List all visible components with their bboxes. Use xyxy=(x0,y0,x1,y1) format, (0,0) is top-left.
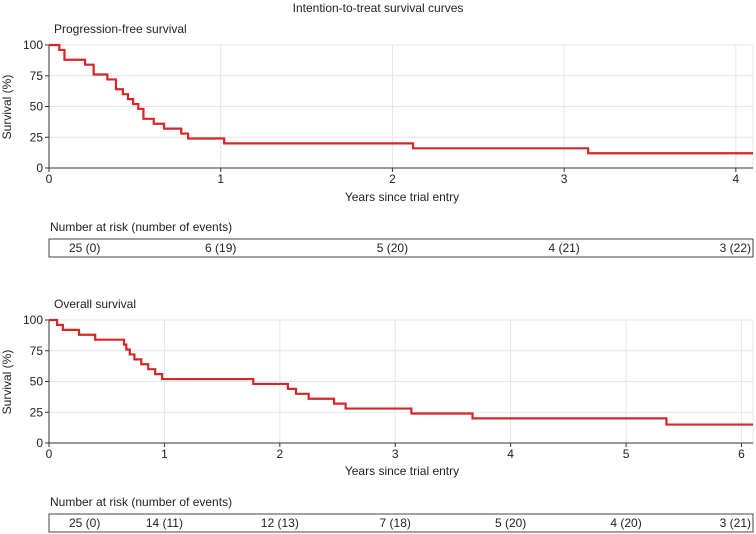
os-x-tick-label: 3 xyxy=(392,447,399,461)
pfs-risk-count: 3 (22) xyxy=(720,241,751,255)
os-x-tick-label: 2 xyxy=(276,447,283,461)
os-y-axis-label: Survival (%) xyxy=(0,350,14,415)
pfs-curve xyxy=(49,43,753,155)
os-grid xyxy=(48,319,753,444)
os-survival-line xyxy=(49,318,753,426)
os-x-tick-label: 0 xyxy=(46,447,53,461)
pfs-risk-table-title: Number at risk (number of events) xyxy=(50,220,232,234)
pfs-axes: 0 25 50 75 100 0 1 2 3 4 xyxy=(23,38,753,186)
pfs-panel: Progression-free survival 0 25 50 75 100 0 1 2 3… xyxy=(0,22,754,258)
pfs-y-tick-label: 25 xyxy=(30,130,44,144)
pfs-x-axis-label: Years since trial entry xyxy=(345,190,459,204)
os-title: Overall survival xyxy=(54,297,136,311)
pfs-risk-count: 4 (21) xyxy=(548,241,579,255)
pfs-grid xyxy=(48,44,753,169)
os-x-tick-label: 6 xyxy=(738,447,745,461)
os-risk-count: 25 (0) xyxy=(69,516,100,530)
pfs-y-tick-label: 100 xyxy=(23,38,43,52)
os-panel: Overall survival 0 25 50 75 100 0 1 2 3 4 5 6 Years… xyxy=(0,297,754,533)
os-axes: 0 25 50 75 100 0 1 2 3 4 5 6 xyxy=(23,313,753,461)
os-risk-count: 12 (13) xyxy=(261,516,299,530)
os-risk-count: 3 (21) xyxy=(720,516,751,530)
os-y-tick-label: 0 xyxy=(36,436,43,450)
os-x-tick-label: 5 xyxy=(623,447,630,461)
pfs-risk-count: 6 (19) xyxy=(205,241,236,255)
os-risk-table: 25 (0) 14 (11) 12 (13) 7 (18) 5 (20) 4 (20) 3 … xyxy=(69,516,751,530)
pfs-x-tick-label: 2 xyxy=(389,172,396,186)
os-risk-count: 4 (20) xyxy=(610,516,641,530)
pfs-y-tick-label: 75 xyxy=(30,69,44,83)
pfs-y-axis-label: Survival (%) xyxy=(0,75,14,140)
pfs-x-tick-label: 3 xyxy=(561,172,568,186)
os-risk-count: 7 (18) xyxy=(380,516,411,530)
os-x-tick-label: 4 xyxy=(507,447,514,461)
pfs-y-tick-label: 50 xyxy=(30,100,44,114)
pfs-title: Progression-free survival xyxy=(54,22,187,36)
pfs-survival-line xyxy=(49,43,753,155)
os-risk-table-box xyxy=(48,513,754,533)
os-y-tick-label: 75 xyxy=(30,344,44,358)
pfs-risk-table-box xyxy=(48,238,754,258)
pfs-risk-table: 25 (0) 6 (19) 5 (20) 4 (21) 3 (22) xyxy=(69,241,751,255)
os-x-tick-label: 1 xyxy=(161,447,168,461)
pfs-y-tick-label: 0 xyxy=(36,161,43,175)
pfs-risk-count: 25 (0) xyxy=(69,241,100,255)
pfs-x-tick-label: 0 xyxy=(46,172,53,186)
os-risk-count: 14 (11) xyxy=(146,516,183,530)
os-curve xyxy=(49,318,753,426)
pfs-risk-count: 5 (20) xyxy=(377,241,408,255)
os-y-tick-label: 50 xyxy=(30,375,44,389)
pfs-x-tick-label: 4 xyxy=(732,172,739,186)
os-x-axis-label: Years since trial entry xyxy=(345,464,459,478)
figure-title: Intention-to-treat survival curves xyxy=(293,1,464,15)
os-risk-count: 5 (20) xyxy=(495,516,526,530)
os-risk-table-title: Number at risk (number of events) xyxy=(50,495,232,509)
os-y-tick-label: 25 xyxy=(30,405,44,419)
pfs-x-tick-label: 1 xyxy=(217,172,224,186)
os-y-tick-label: 100 xyxy=(23,313,43,327)
